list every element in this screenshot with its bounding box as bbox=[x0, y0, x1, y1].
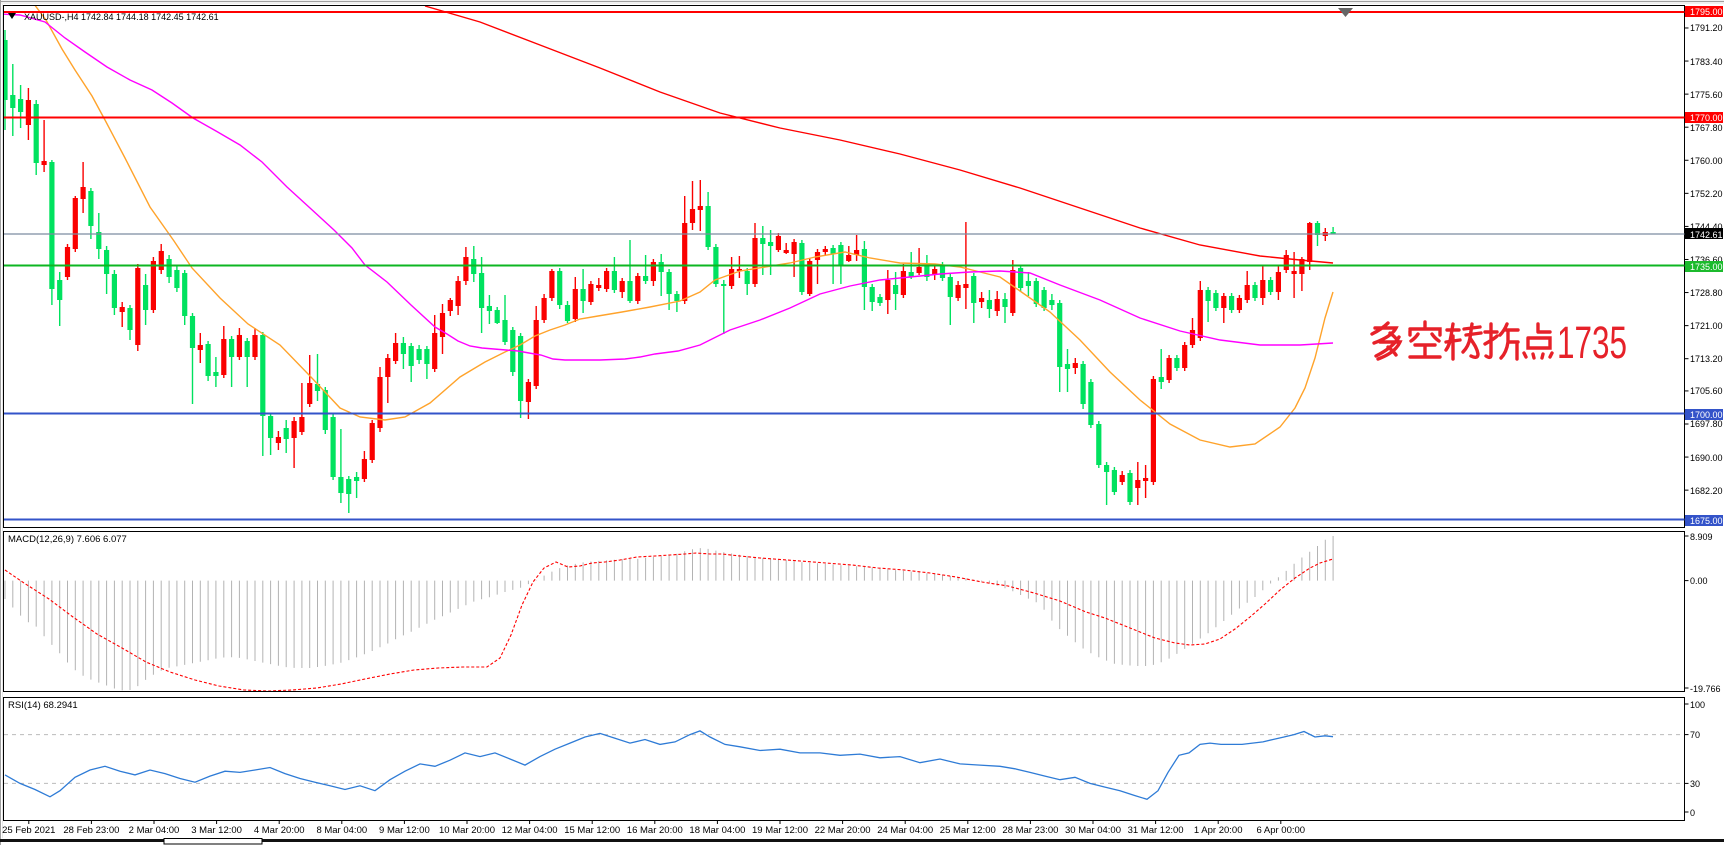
svg-text:4 Mar 20:00: 4 Mar 20:00 bbox=[254, 825, 305, 836]
svg-text:25 Mar 12:00: 25 Mar 12:00 bbox=[940, 825, 996, 836]
svg-text:1697.80: 1697.80 bbox=[1690, 419, 1723, 429]
svg-text:1735: 1735 bbox=[1557, 317, 1627, 368]
svg-text:1752.20: 1752.20 bbox=[1690, 189, 1723, 199]
svg-text:1736.60: 1736.60 bbox=[1690, 255, 1723, 265]
svg-text:30: 30 bbox=[1690, 779, 1700, 789]
svg-text:8.909: 8.909 bbox=[1690, 532, 1713, 542]
svg-text:28 Mar 23:00: 28 Mar 23:00 bbox=[1002, 825, 1058, 836]
svg-text:1 Apr 20:00: 1 Apr 20:00 bbox=[1194, 825, 1243, 836]
svg-text:19 Mar 12:00: 19 Mar 12:00 bbox=[752, 825, 808, 836]
svg-text:1690.00: 1690.00 bbox=[1690, 453, 1723, 463]
svg-text:28 Feb 23:00: 28 Feb 23:00 bbox=[63, 825, 119, 836]
svg-text:1742.61: 1742.61 bbox=[1690, 230, 1723, 240]
svg-text:3 Mar 12:00: 3 Mar 12:00 bbox=[191, 825, 242, 836]
svg-text:6 Apr 00:00: 6 Apr 00:00 bbox=[1256, 825, 1305, 836]
svg-text:24 Mar 04:00: 24 Mar 04:00 bbox=[877, 825, 933, 836]
svg-text:2 Mar 04:00: 2 Mar 04:00 bbox=[129, 825, 180, 836]
svg-text:10 Mar 20:00: 10 Mar 20:00 bbox=[439, 825, 495, 836]
svg-text:1795.00: 1795.00 bbox=[1690, 7, 1723, 17]
svg-text:1783.40: 1783.40 bbox=[1690, 57, 1723, 67]
svg-text:1770.00: 1770.00 bbox=[1690, 113, 1723, 123]
svg-text:1682.20: 1682.20 bbox=[1690, 486, 1723, 496]
svg-text:-19.766: -19.766 bbox=[1690, 684, 1721, 694]
svg-text:1721.00: 1721.00 bbox=[1690, 321, 1723, 331]
svg-text:RSI(14) 68.2941: RSI(14) 68.2941 bbox=[8, 700, 78, 711]
svg-text:1728.80: 1728.80 bbox=[1690, 288, 1723, 298]
svg-text:1791.20: 1791.20 bbox=[1690, 23, 1723, 33]
svg-text:18 Mar 04:00: 18 Mar 04:00 bbox=[689, 825, 745, 836]
svg-text:70: 70 bbox=[1690, 730, 1700, 740]
svg-text:1705.60: 1705.60 bbox=[1690, 386, 1723, 396]
svg-text:9 Mar 12:00: 9 Mar 12:00 bbox=[379, 825, 430, 836]
svg-text:1775.60: 1775.60 bbox=[1690, 90, 1723, 100]
svg-text:1760.00: 1760.00 bbox=[1690, 156, 1723, 166]
svg-text:1713.20: 1713.20 bbox=[1690, 354, 1723, 364]
svg-text:0: 0 bbox=[1690, 808, 1695, 818]
svg-text:8 Mar 04:00: 8 Mar 04:00 bbox=[316, 825, 367, 836]
svg-text:0.00: 0.00 bbox=[1690, 576, 1708, 586]
svg-text:25 Feb 2021: 25 Feb 2021 bbox=[2, 825, 55, 836]
svg-text:MACD(12,26,9) 7.606 6.077: MACD(12,26,9) 7.606 6.077 bbox=[8, 534, 127, 545]
svg-text:15 Mar 12:00: 15 Mar 12:00 bbox=[564, 825, 620, 836]
svg-text:30 Mar 04:00: 30 Mar 04:00 bbox=[1065, 825, 1121, 836]
svg-text:16 Mar 20:00: 16 Mar 20:00 bbox=[627, 825, 683, 836]
svg-text:1735.00: 1735.00 bbox=[1690, 262, 1723, 272]
svg-text:31 Mar 12:00: 31 Mar 12:00 bbox=[1128, 825, 1184, 836]
svg-text:12 Mar 04:00: 12 Mar 04:00 bbox=[502, 825, 558, 836]
svg-text:22 Mar 20:00: 22 Mar 20:00 bbox=[815, 825, 871, 836]
svg-text:100: 100 bbox=[1690, 700, 1705, 710]
svg-text:XAUUSD-,H4 1742.84 1744.18 17: XAUUSD-,H4 1742.84 1744.18 1742.45 1742.… bbox=[24, 12, 219, 22]
svg-text:1767.80: 1767.80 bbox=[1690, 123, 1723, 133]
svg-text:1744.40: 1744.40 bbox=[1690, 222, 1723, 232]
svg-text:1675.00: 1675.00 bbox=[1690, 516, 1723, 526]
svg-text:1700.00: 1700.00 bbox=[1690, 410, 1723, 420]
